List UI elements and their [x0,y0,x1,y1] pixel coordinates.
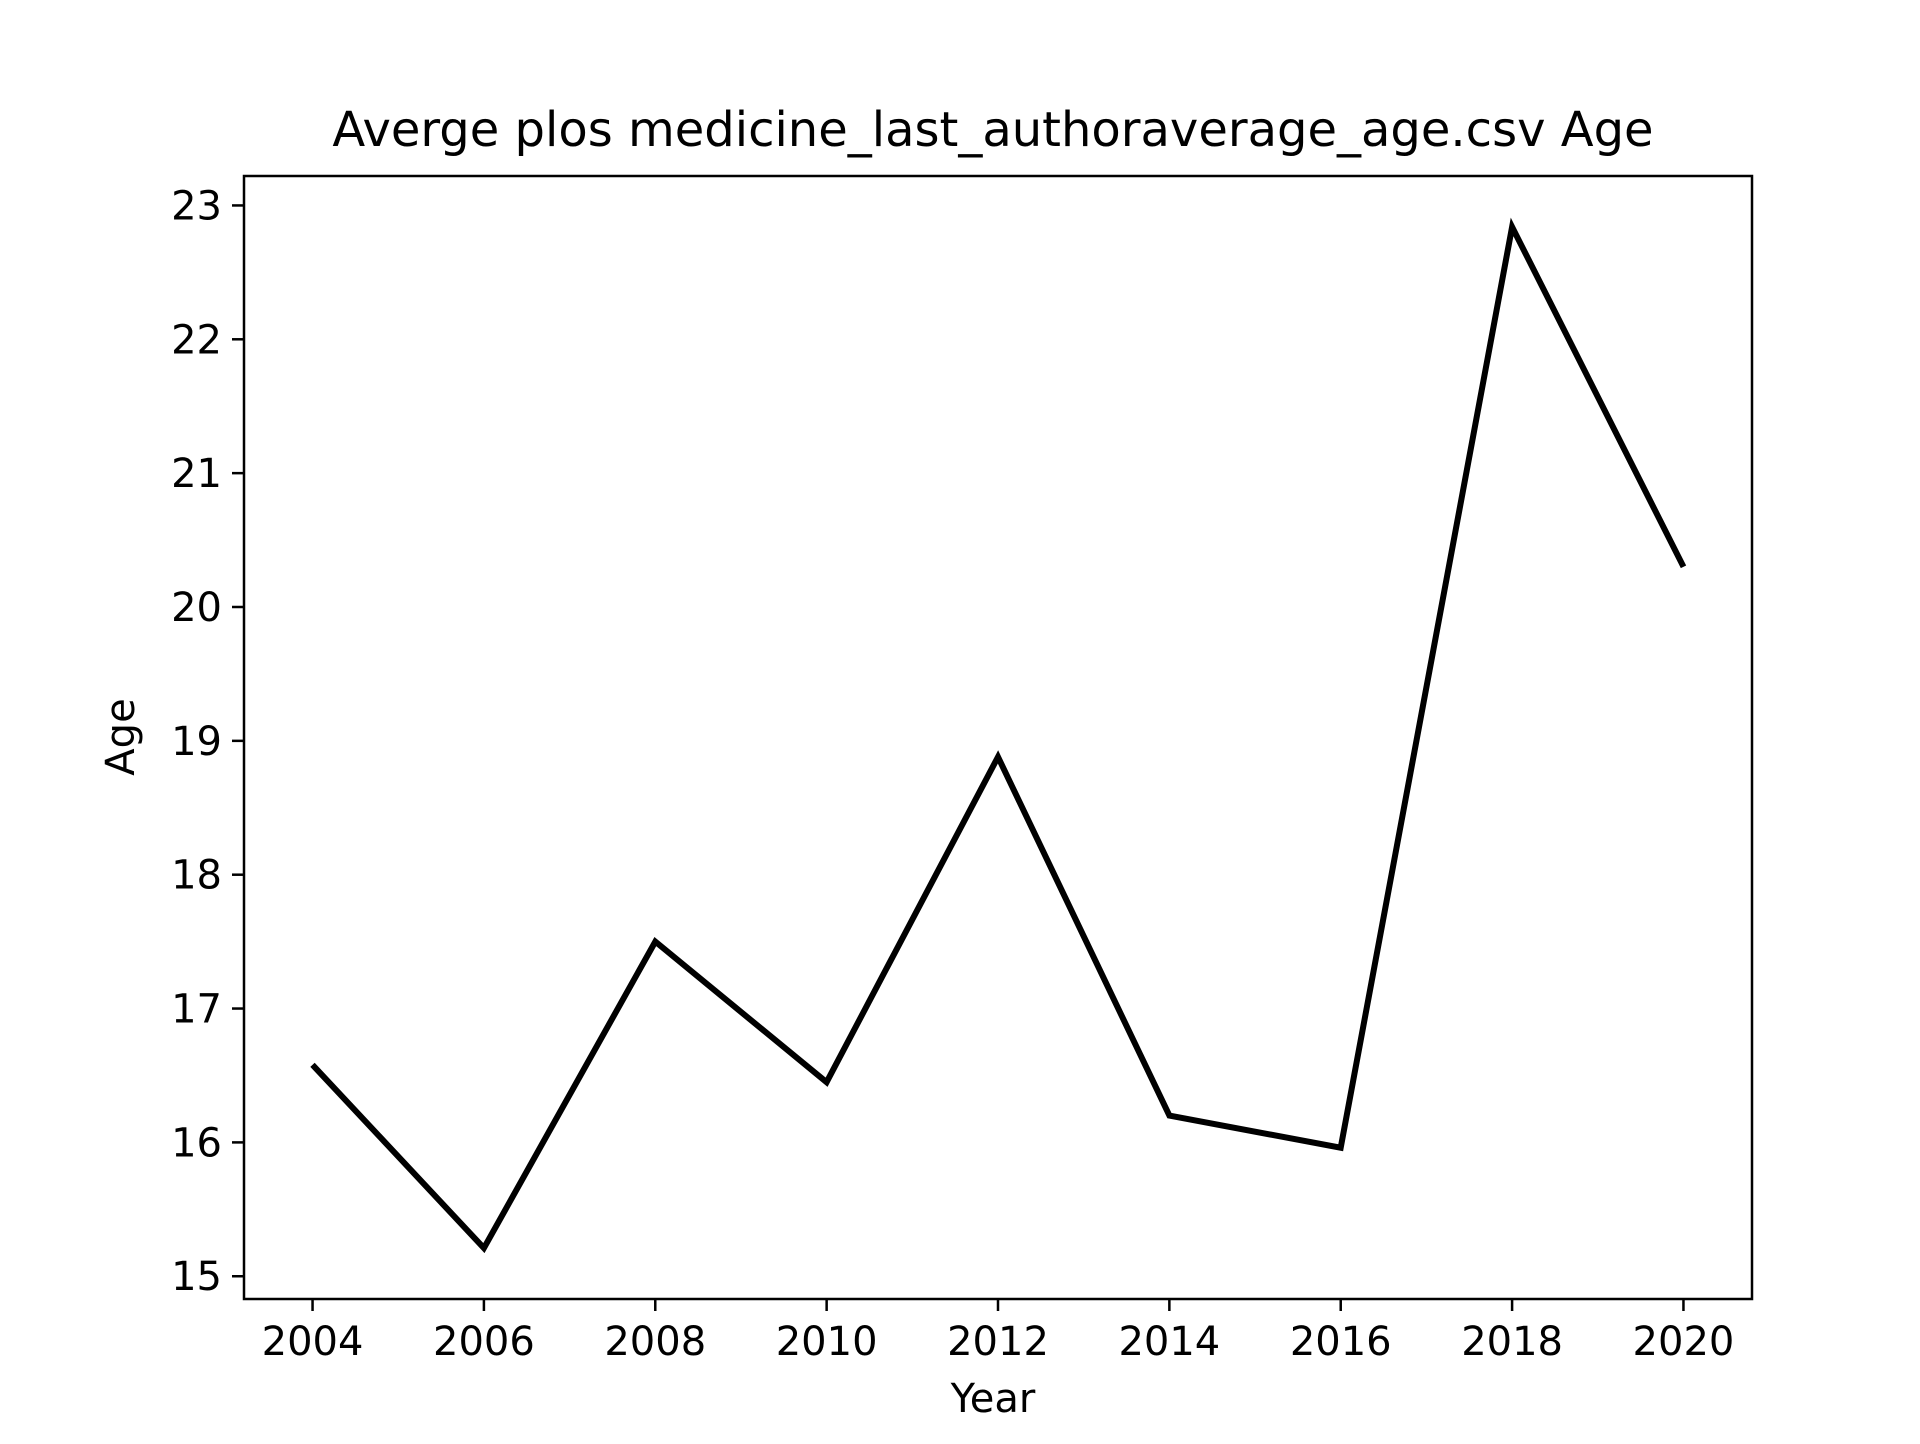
chart-title: Averge plos medicine_last_authoraverage_… [332,102,1653,158]
x-tick-label: 2006 [433,1319,535,1365]
y-tick-label: 15 [171,1254,222,1300]
y-axis-label: Age [98,698,144,775]
y-axis-label-group: Age [98,698,144,775]
y-tick-label: 17 [171,987,222,1033]
x-tick-label: 2016 [1290,1319,1392,1365]
x-axis-label: Year [950,1376,1036,1422]
x-tick-label: 2018 [1461,1319,1563,1365]
y-tick-label: 20 [171,585,222,631]
x-tick-label: 2014 [1118,1319,1220,1365]
y-tick-label: 19 [171,719,222,765]
x-tick-label: 2008 [604,1319,706,1365]
x-tick-label: 2012 [947,1319,1049,1365]
x-tick-label: 2004 [262,1319,364,1365]
x-tick-label: 2020 [1633,1319,1735,1365]
y-tick-label: 18 [171,853,222,899]
y-tick-label: 16 [171,1120,222,1166]
y-tick-label: 23 [171,183,222,229]
y-tick-label: 21 [171,451,222,497]
y-tick-label: 22 [171,317,222,363]
x-tick-label: 2010 [776,1319,878,1365]
